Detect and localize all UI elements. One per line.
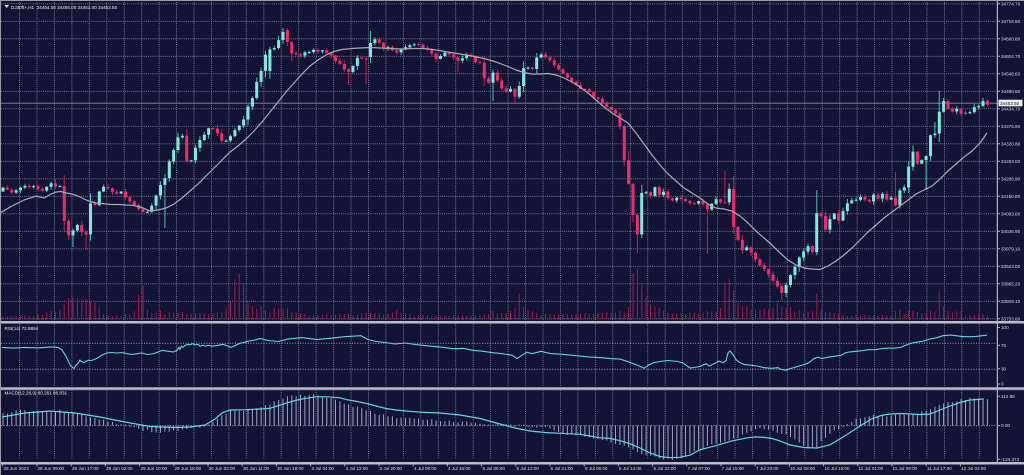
- svg-text:33979.10: 33979.10: [1001, 246, 1021, 251]
- svg-text:6 Jul 14:00: 6 Jul 14:00: [619, 466, 642, 471]
- svg-text:MACD(12,26,9) 80.261 86.831: MACD(12,26,9) 80.261 86.831: [5, 391, 68, 396]
- svg-text:30 Jun 19:00: 30 Jun 19:00: [277, 466, 304, 471]
- svg-text:100: 100: [1001, 325, 1009, 330]
- svg-text:33923.00: 33923.00: [1001, 264, 1021, 269]
- svg-text:7 Jul 15:00: 7 Jul 15:00: [722, 466, 745, 471]
- svg-text:34206.90: 34206.90: [1001, 176, 1021, 181]
- svg-text:29 Jun 18:00: 29 Jun 18:00: [175, 466, 202, 471]
- svg-text:3 Jul 20:00: 3 Jul 20:00: [380, 466, 403, 471]
- svg-text:70: 70: [1001, 343, 1007, 348]
- svg-text:DJ30ft+,H1 34454.00 34455.00: DJ30ft+,H1 34454.00 34455.00 34451.00 34…: [11, 5, 118, 10]
- svg-text:0: 0: [1001, 382, 1004, 387]
- svg-text:28 Jun 17:00: 28 Jun 17:00: [72, 466, 99, 471]
- svg-text:12 Jul 02:00: 12 Jul 02:00: [961, 466, 986, 471]
- svg-text:4 Jul 08:00: 4 Jul 08:00: [414, 466, 437, 471]
- svg-text:34036.90: 34036.90: [1001, 229, 1021, 234]
- svg-text:30 Jun 11:00: 30 Jun 11:00: [243, 466, 270, 471]
- svg-text:34774.70: 34774.70: [1001, 1, 1021, 6]
- svg-text:5 Jul 13:00: 5 Jul 13:00: [517, 466, 540, 471]
- svg-text:33753.60: 33753.60: [1001, 316, 1021, 321]
- svg-text:34434.70: 34434.70: [1001, 106, 1021, 111]
- svg-text:29 Jun 02:00: 29 Jun 02:00: [106, 466, 133, 471]
- svg-text:3 Jul 04:00: 3 Jul 04:00: [312, 466, 335, 471]
- svg-text:30: 30: [1001, 366, 1007, 371]
- svg-text:34718.60: 34718.60: [1001, 19, 1021, 24]
- svg-text:6 Jul 22:00: 6 Jul 22:00: [654, 466, 677, 471]
- svg-text:10 Jul 16:00: 10 Jul 16:00: [825, 466, 850, 471]
- svg-text:34263.00: 34263.00: [1001, 159, 1021, 164]
- svg-text:10 Jul 08:00: 10 Jul 08:00: [790, 466, 815, 471]
- svg-text:-124.373: -124.373: [1001, 457, 1020, 462]
- svg-text:28 Jun 2023: 28 Jun 2023: [4, 466, 30, 471]
- svg-text:34093.00: 34093.00: [1001, 211, 1021, 216]
- svg-text:6 Jul 06:00: 6 Jul 06:00: [585, 466, 608, 471]
- svg-text:28 Jun 09:00: 28 Jun 09:00: [38, 466, 65, 471]
- svg-text:29 Jun 10:00: 29 Jun 10:00: [141, 466, 168, 471]
- svg-text:3 Jul 12:00: 3 Jul 12:00: [346, 466, 369, 471]
- svg-text:34604.70: 34604.70: [1001, 54, 1021, 59]
- svg-text:RSI(14) 72.8884: RSI(14) 72.8884: [5, 326, 39, 331]
- svg-text:34660.80: 34660.80: [1001, 36, 1021, 41]
- svg-text:30 Jun 03:00: 30 Jun 03:00: [209, 466, 236, 471]
- svg-text:34376.90: 34376.90: [1001, 124, 1021, 129]
- svg-text:11 Jul 17:00: 11 Jul 17:00: [927, 466, 952, 471]
- svg-text:5 Jul 05:00: 5 Jul 05:00: [483, 466, 506, 471]
- svg-text:7 Jul 07:00: 7 Jul 07:00: [688, 466, 711, 471]
- svg-text:7 Jul 23:00: 7 Jul 23:00: [756, 466, 779, 471]
- svg-text:34490.80: 34490.80: [1001, 89, 1021, 94]
- svg-text:33809.10: 33809.10: [1001, 299, 1021, 304]
- svg-text:11 Jul 09:00: 11 Jul 09:00: [893, 466, 918, 471]
- svg-text:34453.50: 34453.50: [1000, 101, 1020, 106]
- svg-text:34320.80: 34320.80: [1001, 141, 1021, 146]
- svg-text:112.85: 112.85: [1001, 394, 1015, 399]
- svg-text:5 Jul 21:00: 5 Jul 21:00: [551, 466, 574, 471]
- svg-text:11 Jul 01:00: 11 Jul 01:00: [859, 466, 884, 471]
- svg-text:33865.20: 33865.20: [1001, 281, 1021, 286]
- svg-text:0.00: 0.00: [1001, 423, 1010, 428]
- svg-text:34548.60: 34548.60: [1001, 71, 1021, 76]
- svg-text:34150.80: 34150.80: [1001, 194, 1021, 199]
- svg-text:4 Jul 16:00: 4 Jul 16:00: [448, 466, 471, 471]
